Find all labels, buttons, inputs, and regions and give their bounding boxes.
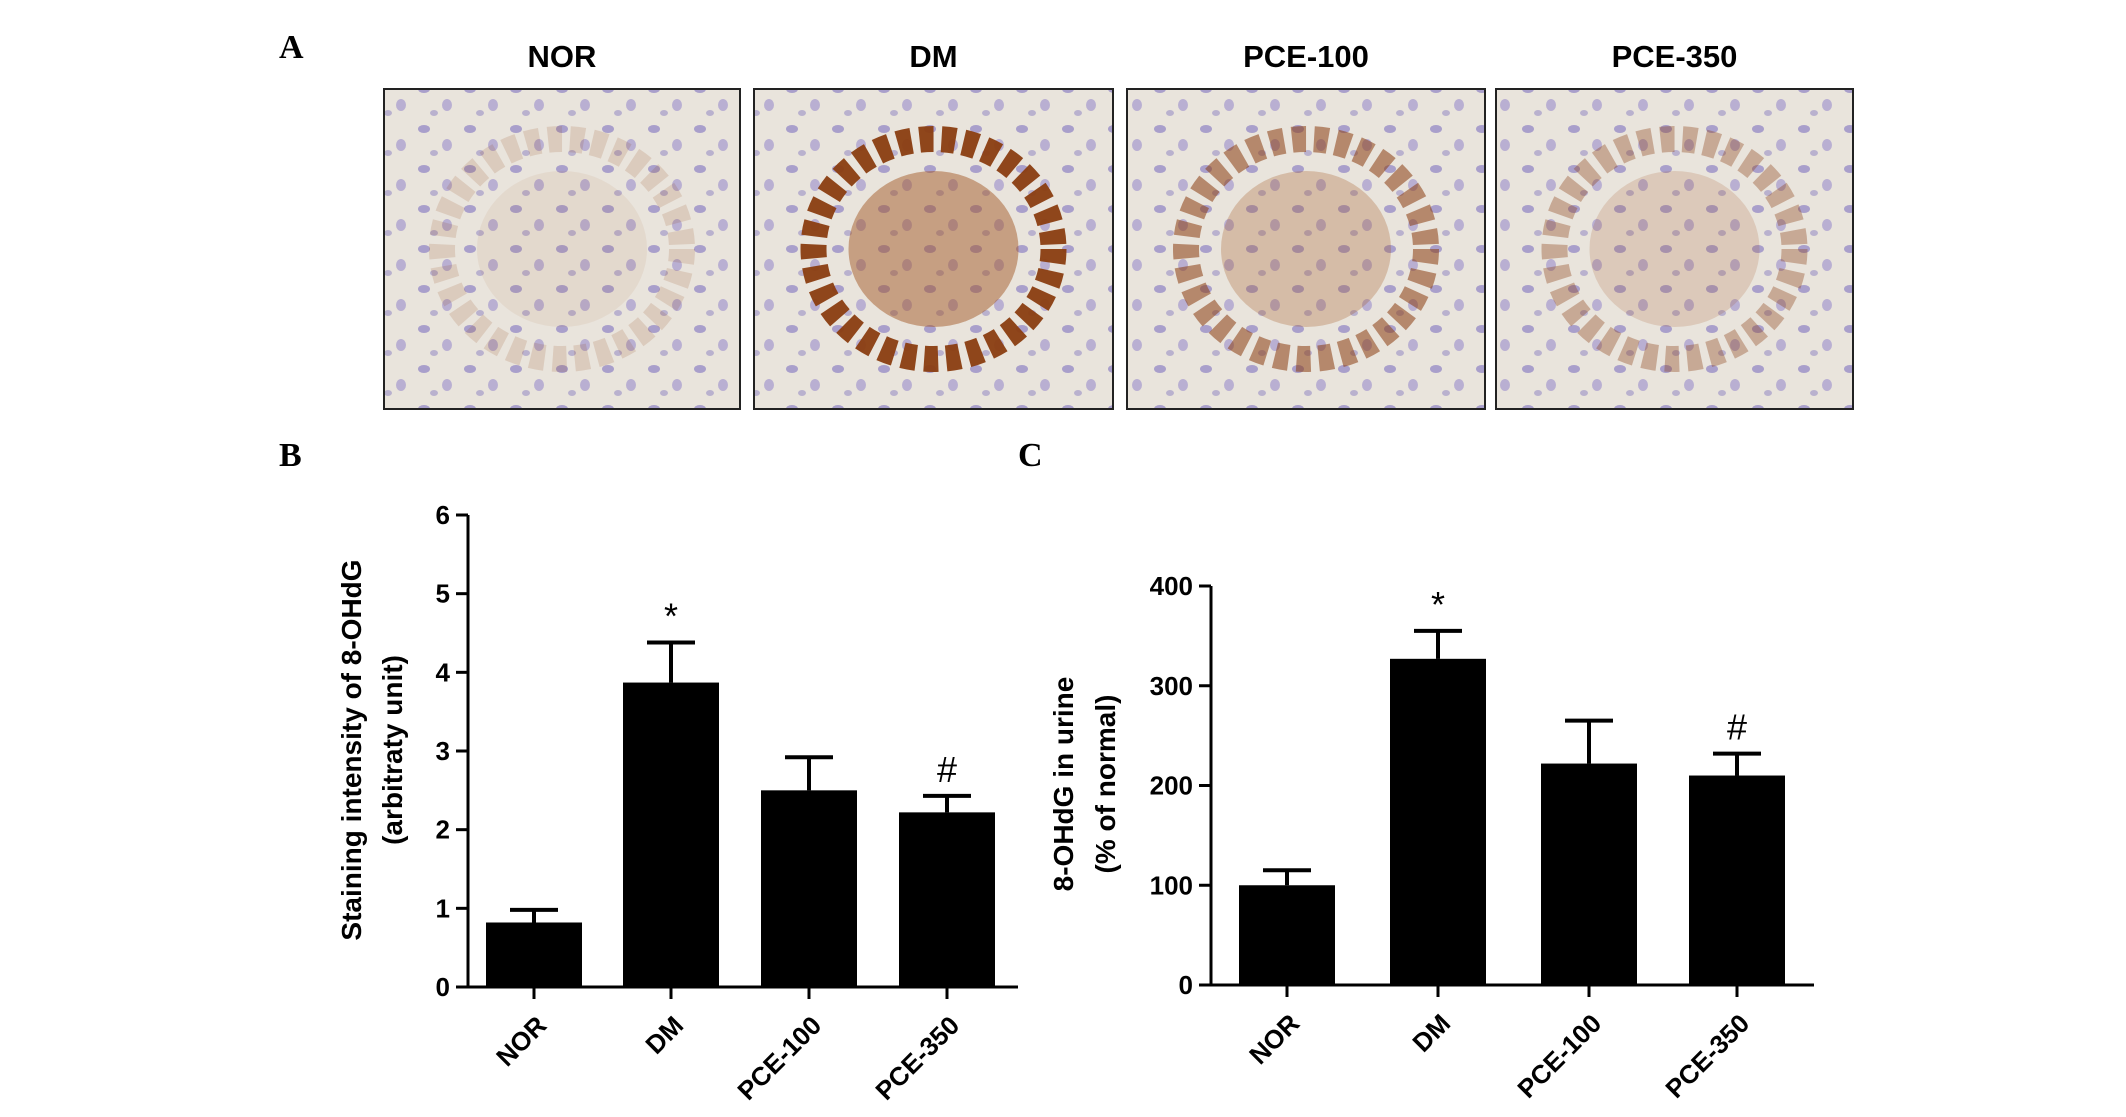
x-tick-label: DM: [1406, 1008, 1456, 1058]
glomerulus-stain: [1173, 126, 1439, 372]
x-tick-label: NOR: [1243, 1008, 1305, 1070]
y-tick-label: 5: [436, 579, 450, 609]
x-tick-label: PCE-350: [869, 1010, 965, 1106]
panel-label: B: [279, 437, 302, 474]
glomerulus-stain: [429, 126, 695, 372]
error-bar: [1713, 751, 1761, 776]
image-title: DM: [909, 39, 957, 74]
y-tick-label: 0: [1179, 970, 1193, 1000]
y-axis-label: (% of normal): [1090, 695, 1121, 874]
x-tick-label: PCE-100: [731, 1010, 827, 1106]
micrograph: [1495, 88, 1854, 410]
y-axis-label: Staining intensity of 8-OHdG: [336, 559, 367, 940]
error-bar: [923, 793, 971, 813]
bar: [1390, 658, 1486, 985]
bar: [623, 682, 719, 987]
error-bar: [647, 640, 695, 683]
bar: [899, 812, 995, 987]
significance-label: #: [1727, 707, 1747, 748]
significance-label: *: [1431, 584, 1445, 625]
glomerulus-core: [1221, 171, 1391, 327]
error-bar: [1565, 718, 1613, 764]
bar: [1541, 763, 1637, 985]
y-tick-label: 2: [436, 815, 450, 845]
x-tick-label: PCE-100: [1511, 1008, 1607, 1104]
bar: [761, 790, 857, 987]
panel-label: A: [279, 29, 304, 66]
x-tick-label: NOR: [490, 1010, 552, 1072]
y-tick-label: 400: [1150, 571, 1193, 601]
y-tick-label: 100: [1150, 870, 1193, 900]
bar: [1239, 885, 1335, 985]
y-tick-label: 1: [436, 893, 450, 923]
x-tick-label: DM: [639, 1010, 689, 1060]
y-tick-label: 300: [1150, 671, 1193, 701]
y-tick-label: 3: [436, 736, 450, 766]
image-title: PCE-100: [1243, 39, 1369, 74]
significance-label: *: [664, 595, 678, 636]
bar: [486, 922, 582, 987]
error-bar: [1414, 628, 1462, 659]
y-tick-label: 4: [436, 657, 451, 687]
bar: [1689, 775, 1785, 985]
y-axis-label: 8-OHdG in urine: [1048, 677, 1079, 892]
y-tick-label: 200: [1150, 771, 1193, 801]
image-title: PCE-350: [1612, 39, 1738, 74]
glomerulus-core: [477, 171, 647, 327]
panel-label: C: [1018, 437, 1043, 474]
glomerulus-stain: [800, 126, 1067, 372]
glomerulus-stain: [1541, 126, 1808, 372]
y-axis-label: (arbitraty unit): [377, 655, 408, 845]
y-tick-label: 0: [436, 972, 450, 1002]
y-tick-label: 6: [436, 500, 450, 530]
x-tick-label: PCE-350: [1659, 1008, 1755, 1104]
micrograph: [383, 88, 741, 410]
error-bar: [1263, 868, 1311, 886]
image-title: NOR: [528, 39, 597, 74]
error-bar: [785, 755, 833, 791]
error-bar: [510, 907, 558, 923]
glomerulus-core: [1589, 171, 1760, 327]
glomerulus-core: [848, 171, 1019, 327]
significance-label: #: [937, 749, 957, 790]
